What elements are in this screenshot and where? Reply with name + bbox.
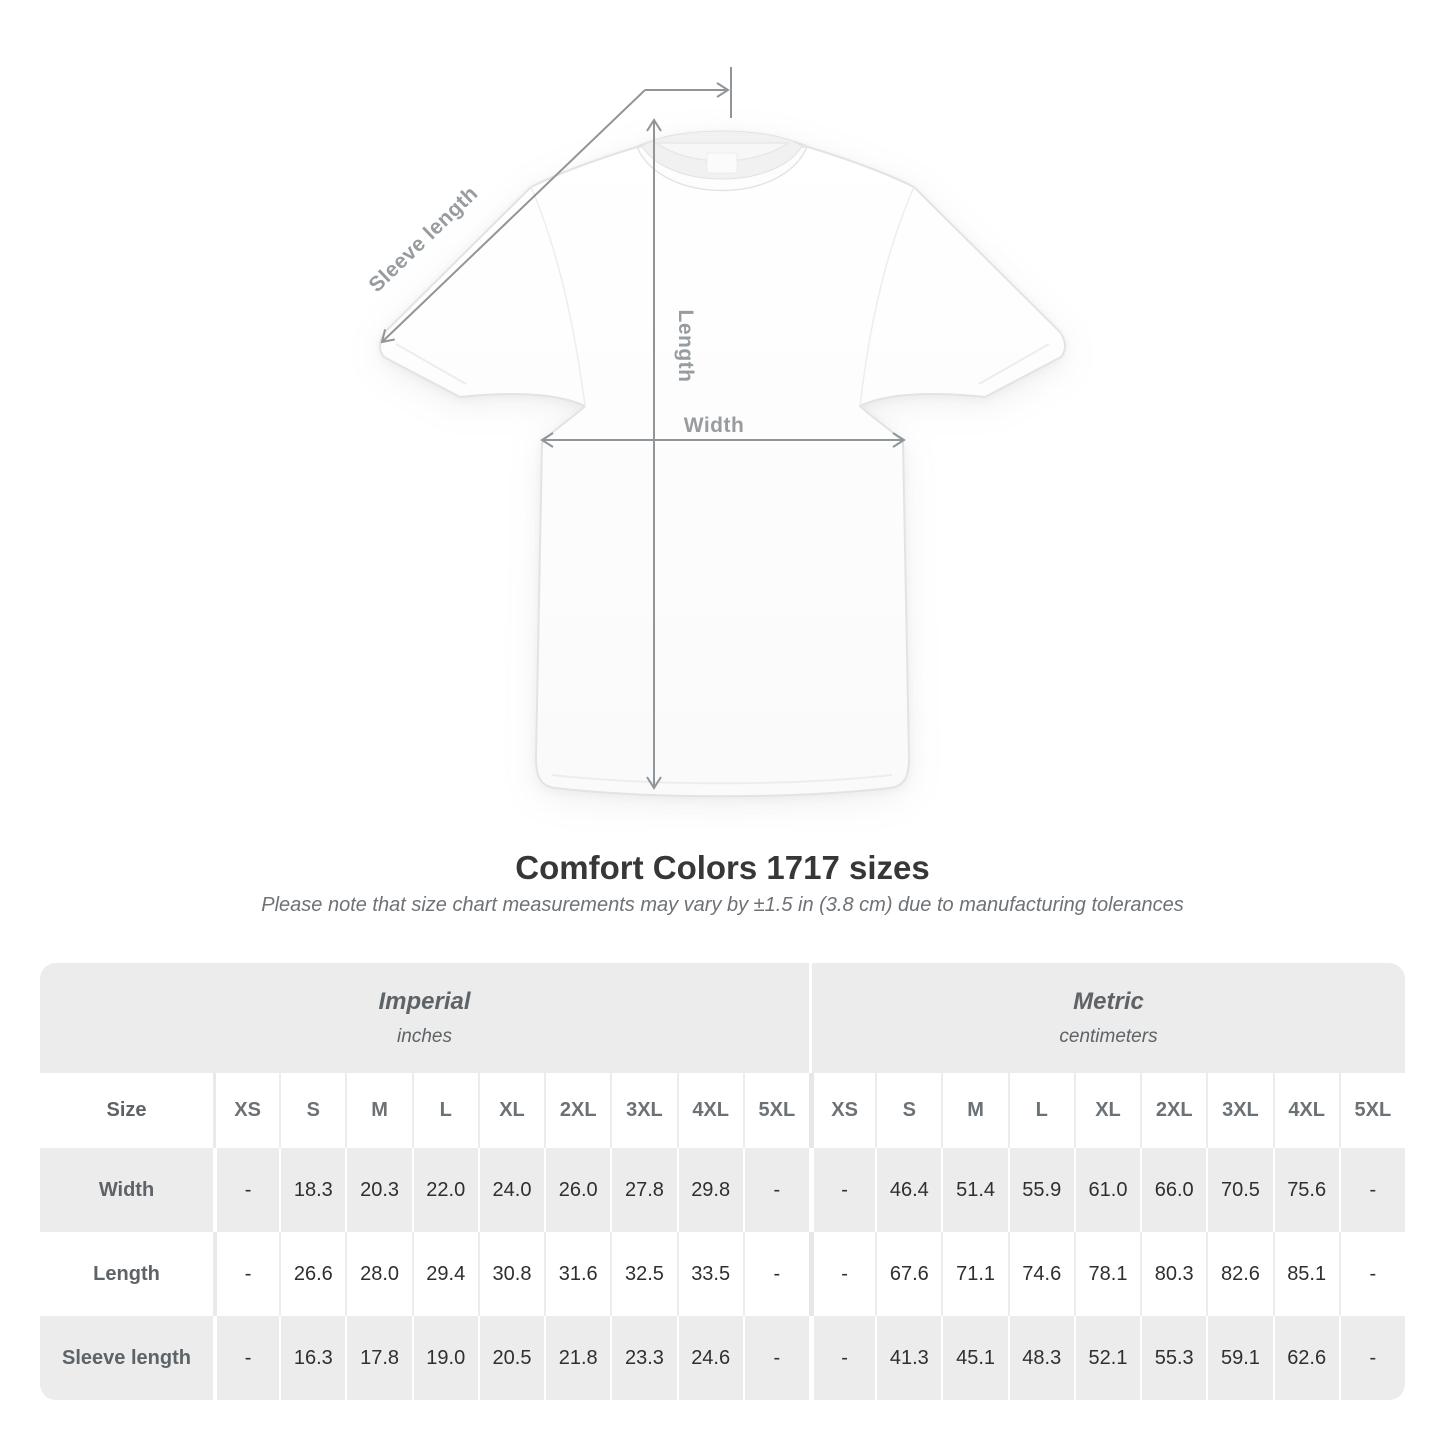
size-value-cell: - [1338,1316,1405,1400]
unit-subtitle: inches [397,1026,452,1047]
size-value-cell: 24.6 [676,1316,743,1400]
tshirt-diagram: Sleeve length Length Width [364,67,1066,798]
size-value-cell: 26.0 [544,1148,611,1232]
size-value-cell: 55.9 [1007,1148,1074,1232]
size-value-cell: 80.3 [1140,1232,1207,1316]
size-column-header: L [1007,1073,1074,1148]
size-value-cell: 61.0 [1073,1148,1141,1232]
size-column-header: L [411,1073,478,1148]
size-value-cell: 22.0 [411,1148,478,1232]
tshirt-graphic [379,130,1066,798]
size-value-cell: 29.4 [411,1232,478,1316]
size-value-cell: - [1338,1232,1405,1316]
size-value-cell: 27.8 [610,1148,677,1232]
neck-tag [706,152,738,174]
unit-name: Imperial [378,988,471,1015]
size-value-cell: - [213,1232,280,1316]
size-column-header: 5XL [742,1073,809,1148]
size-value-cell: 33.5 [676,1232,743,1316]
size-value-cell: 24.0 [477,1148,545,1232]
size-value-cell: 55.3 [1140,1316,1207,1400]
size-chart-table: Imperial inches Metric centimeters Size XS S M L… [40,963,1405,1400]
size-value-cell: 31.6 [544,1232,611,1316]
size-value-cell: 67.6 [875,1232,942,1316]
size-column-header: 3XL [1206,1073,1273,1148]
size-value-cell: 74.6 [1007,1232,1074,1316]
size-column-header: 4XL [676,1073,743,1148]
size-value-cell: - [808,1316,876,1400]
size-column-header: 2XL [544,1073,611,1148]
hem-stitch [551,774,893,785]
size-column-header: 2XL [1140,1073,1207,1148]
size-column-header: XL [1073,1073,1141,1148]
size-value-cell: 66.0 [1140,1148,1207,1232]
size-value-cell: - [213,1148,280,1232]
size-value-cell: 75.6 [1272,1148,1339,1232]
size-value-cell: 46.4 [875,1148,942,1232]
armhole-seam-right [859,186,915,407]
sleeve-arrow-diagonal [380,89,646,344]
size-value-cell: - [213,1316,280,1400]
size-column-header: 5XL [1338,1073,1405,1148]
size-column-header: M [941,1073,1008,1148]
size-value-cell: 17.8 [345,1316,412,1400]
size-value-cell: 59.1 [1206,1316,1273,1400]
page-subtitle: Please note that size chart measurements… [261,894,1184,916]
size-value-cell: 62.6 [1272,1316,1339,1400]
size-value-cell: 26.6 [279,1232,346,1316]
size-value-cell: 19.0 [411,1316,478,1400]
tshirt-body [379,132,1066,798]
size-value-cell: 28.0 [345,1232,412,1316]
unit-section-imperial: Imperial inches [40,963,809,1073]
size-value-cell: 20.3 [345,1148,412,1232]
width-label: Width [684,414,745,437]
size-column-header: M [345,1073,412,1148]
size-value-cell: 51.4 [941,1148,1008,1232]
cuff-stitch-left [395,343,467,385]
unit-name: Metric [1073,988,1144,1015]
unit-section-metric: Metric centimeters [808,963,1405,1073]
size-value-cell: 71.1 [941,1232,1008,1316]
size-column-header: S [875,1073,942,1148]
size-value-cell: 16.3 [279,1316,346,1400]
size-value-cell: 45.1 [941,1316,1008,1400]
size-value-cell: 48.3 [1007,1316,1074,1400]
size-value-cell: 78.1 [1073,1232,1141,1316]
page-title: Comfort Colors 1717 sizes [515,849,930,886]
size-value-cell: 82.6 [1206,1232,1273,1316]
size-column-header: XL [477,1073,545,1148]
size-value-cell: - [808,1232,876,1316]
size-column-header: XS [213,1073,280,1148]
size-value-cell: 41.3 [875,1316,942,1400]
size-column-header: XS [808,1073,876,1148]
size-column-header: S [279,1073,346,1148]
size-value-cell: 70.5 [1206,1148,1273,1232]
length-label: Length [674,310,697,383]
size-value-cell: - [742,1148,809,1232]
size-value-cell: 30.8 [477,1232,545,1316]
size-value-cell: 52.1 [1073,1316,1141,1400]
size-value-cell: - [742,1232,809,1316]
row-label: Width [40,1148,213,1232]
size-column-header: 4XL [1272,1073,1339,1148]
size-value-cell: 21.8 [544,1316,611,1400]
size-value-cell: 23.3 [610,1316,677,1400]
size-value-cell: - [742,1316,809,1400]
row-label: Length [40,1232,213,1316]
row-label: Sleeve length [40,1316,213,1400]
measurement-annotations [380,67,906,790]
size-value-cell: - [1338,1148,1405,1232]
armhole-seam-left [530,186,586,407]
size-value-cell: 29.8 [676,1148,743,1232]
size-value-cell: 20.5 [477,1316,545,1400]
unit-subtitle: centimeters [1059,1026,1158,1047]
size-column-header: 3XL [610,1073,677,1148]
column-header-size: Size [40,1073,213,1148]
cuff-stitch-right [978,343,1050,385]
size-value-cell: - [808,1148,876,1232]
size-value-cell: 18.3 [279,1148,346,1232]
size-value-cell: 32.5 [610,1232,677,1316]
size-value-cell: 85.1 [1272,1232,1339,1316]
